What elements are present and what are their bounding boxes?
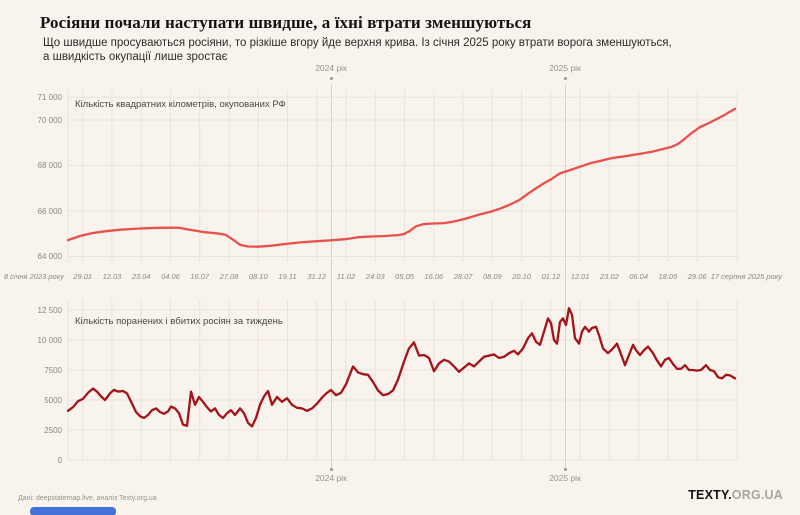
x-tick-label: 16.06 (424, 272, 444, 281)
x-tick-label: 05.05 (395, 272, 414, 281)
x-tick-label: 08.10 (248, 272, 268, 281)
texty-logo: TEXTY.ORG.UA (688, 488, 783, 502)
x-tick-label: 27.08 (219, 272, 239, 281)
year-dot (329, 77, 333, 80)
year-label-bottom: 2025 рік (549, 473, 581, 483)
y-tick-label: 2500 (44, 425, 62, 435)
x-tick-label: 23.04 (131, 272, 151, 281)
occupied-area-line (66, 107, 737, 248)
x-tick-label: 28.07 (453, 272, 473, 281)
year-gridline (330, 84, 332, 468)
y-tick-label: 70 000 (37, 115, 62, 125)
year-gridline (564, 84, 566, 468)
y-tick-label: 66 000 (37, 206, 62, 216)
page-subtitle: Що швидше просуваються росіяни, то різкі… (43, 36, 672, 64)
occupied-area-chart (66, 90, 738, 262)
year-dot (563, 468, 567, 471)
year-dot (329, 468, 333, 471)
x-tick-label: 29.06 (687, 272, 707, 281)
y-tick-label: 5000 (44, 395, 62, 405)
casualties-chart (66, 300, 738, 461)
subtitle-line-2: а швидкість окупації лише зростає (43, 51, 228, 63)
x-tick-label: 16.07 (190, 272, 210, 281)
x-tick-label: 12.03 (102, 272, 122, 281)
year-dot (563, 77, 567, 80)
y-tick-label: 71 000 (37, 92, 62, 102)
x-tick-label: 29.01 (73, 272, 93, 281)
y-tick-label: 10 000 (37, 335, 62, 345)
x-tick-label: 24.03 (365, 272, 385, 281)
subtitle-line-1: Що швидше просуваються росіяни, то різкі… (43, 37, 672, 49)
x-tick-label: 06.04 (629, 272, 649, 281)
x-tick-label: 04.06 (161, 272, 180, 281)
logo-bold: TEXTY. (688, 488, 732, 502)
x-tick-label: 31.12 (307, 272, 327, 281)
page-title: Росіяни почали наступати швидше, а їхні … (40, 13, 532, 32)
y-tick-label: 0 (57, 455, 62, 465)
casualties-chart-label: Кількість поранених і вбитих росіян за т… (75, 316, 283, 327)
casualties-line (66, 307, 737, 428)
x-tick-label: 11.02 (336, 272, 356, 281)
y-tick-label: 64 000 (37, 252, 62, 261)
y-tick-label: 68 000 (37, 161, 62, 171)
x-tick-label: 08.09 (482, 272, 502, 281)
x-tick-label: 8 січня 2023 року (3, 272, 64, 281)
x-tick-label: 20.10 (512, 272, 531, 281)
x-tick-label: 17 серпня 2025 року (710, 272, 782, 281)
x-tick-label: 18.05 (658, 272, 678, 281)
year-label-bottom: 2024 рік (315, 473, 347, 483)
year-label-top: 2025 рік (549, 63, 581, 73)
data-credit: Дані: deepstatemap.live, аналіз Texty.or… (18, 495, 157, 502)
logo-light: ORG.UA (731, 488, 783, 502)
occupied-chart-label: Кількість квадратних кілометрів, окупова… (75, 99, 286, 110)
x-tick-label: 19.11 (278, 272, 297, 281)
cut-off-link[interactable] (30, 507, 116, 515)
x-tick-label: 12.01 (570, 272, 590, 281)
y-tick-label: 12 500 (37, 305, 62, 315)
x-tick-label: 01.12 (541, 272, 561, 281)
year-label-top: 2024 рік (315, 63, 347, 73)
x-tick-label: 23.02 (599, 272, 619, 281)
y-tick-label: 7500 (44, 365, 62, 375)
